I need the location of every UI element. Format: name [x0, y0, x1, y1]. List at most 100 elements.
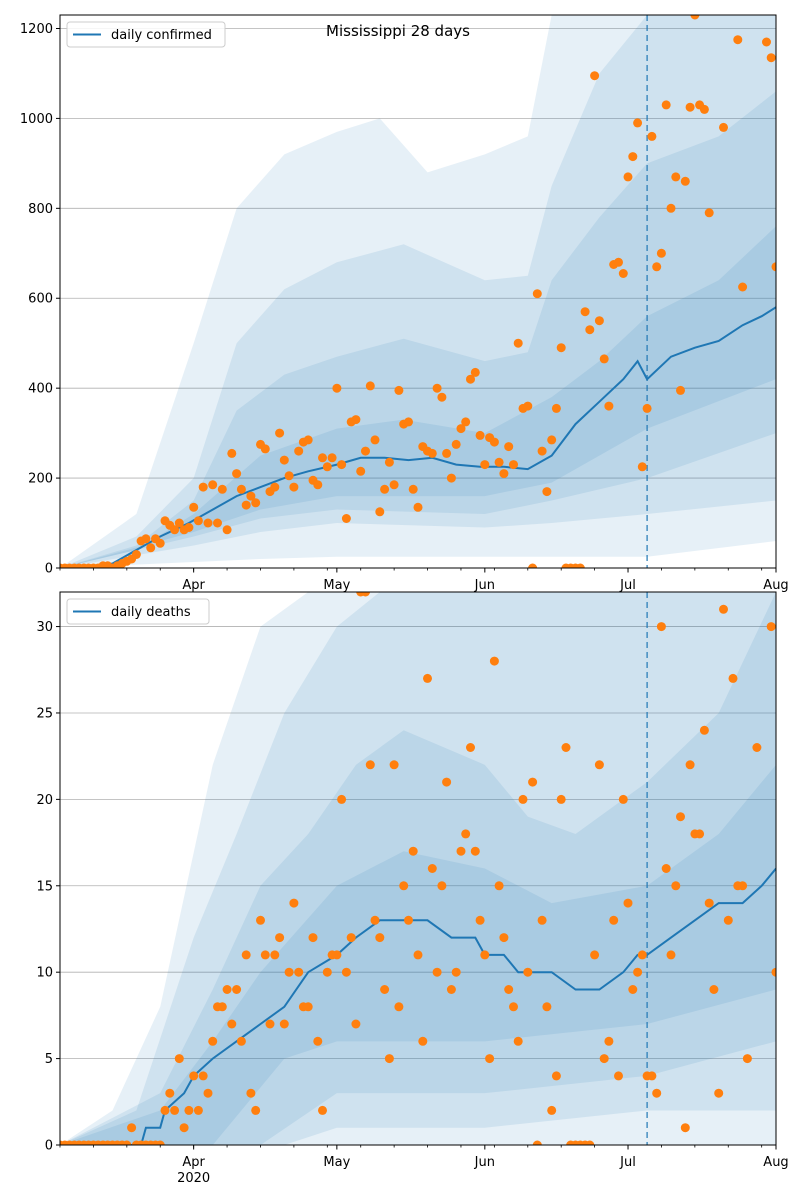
data-point: [294, 446, 304, 456]
data-point: [327, 453, 337, 463]
data-point: [556, 343, 566, 353]
data-point: [193, 1105, 203, 1115]
data-point: [628, 985, 638, 994]
data-point: [265, 1019, 275, 1029]
data-point: [170, 525, 180, 535]
x-tick-label: Apr: [182, 1155, 205, 1170]
data-point: [585, 325, 595, 335]
data-point: [394, 385, 404, 395]
data-point: [637, 462, 647, 472]
data-point: [184, 523, 194, 532]
data-point: [680, 176, 690, 186]
y-tick-label: 30: [36, 620, 53, 635]
data-point: [318, 1105, 327, 1115]
data-point: [208, 480, 218, 490]
y-tick-label: 20: [36, 793, 53, 808]
data-point: [303, 1002, 313, 1012]
data-point: [685, 760, 695, 770]
data-point: [236, 1036, 246, 1046]
y-tick-label: 400: [28, 382, 53, 397]
y-tick-label: 0: [45, 1139, 53, 1154]
data-point: [542, 487, 552, 497]
uncertainty-band-1: [60, 592, 776, 1145]
data-point: [537, 915, 547, 925]
data-point: [217, 484, 227, 494]
data-point: [131, 550, 141, 559]
data-point: [623, 898, 633, 908]
data-point: [232, 469, 242, 479]
data-point: [375, 933, 385, 943]
data-point: [771, 262, 776, 272]
data-point: [456, 846, 466, 856]
confirmed-panel: 0 200 400 600 800 1000 1200 Apr May Jun Jul Aug dail…: [20, 14, 789, 593]
data-point: [241, 950, 251, 960]
data-point: [375, 507, 385, 517]
data-point: [380, 484, 390, 494]
x-tick-label: Jul: [619, 578, 636, 593]
x-tick-label: Jun: [474, 1155, 495, 1170]
data-point: [404, 417, 413, 427]
data-point: [332, 383, 342, 393]
data-point: [275, 933, 285, 943]
data-point: [575, 563, 585, 568]
data-point: [318, 453, 327, 463]
uncertainty-bands: [60, 15, 776, 568]
data-point: [709, 985, 719, 994]
data-point: [676, 812, 685, 822]
data-point: [413, 950, 423, 960]
legend: daily deaths: [66, 598, 210, 625]
data-point: [742, 1054, 752, 1064]
data-point: [604, 1036, 614, 1046]
x-year-label: 2020: [177, 1171, 210, 1186]
data-point: [542, 1002, 552, 1012]
axes-frame: [59, 14, 777, 569]
data-point: [384, 457, 394, 467]
data-point: [661, 864, 671, 873]
data-point: [666, 203, 676, 213]
data-point: [556, 794, 566, 804]
data-point: [127, 1123, 137, 1133]
y-tick-label: 1200: [20, 22, 53, 37]
legend-label: daily deaths: [111, 605, 191, 620]
data-point: [222, 985, 232, 994]
data-point: [532, 289, 542, 299]
data-point: [227, 1019, 237, 1029]
data-point: [275, 428, 285, 438]
data-point: [614, 257, 623, 267]
data-point: [322, 967, 332, 977]
y-tick-label: 0: [45, 562, 53, 577]
data-point: [637, 950, 647, 960]
data-point: [170, 1105, 180, 1115]
data-point: [551, 403, 561, 413]
data-point: [494, 457, 504, 467]
data-point: [203, 518, 213, 528]
data-point: [217, 1002, 227, 1012]
data-point: [618, 269, 628, 278]
data-point: [284, 967, 294, 977]
data-point: [399, 881, 409, 891]
data-point: [771, 967, 776, 977]
data-point: [284, 471, 294, 481]
data-point: [198, 482, 208, 492]
y-tick-label: 5: [45, 1052, 53, 1067]
data-point: [609, 915, 619, 925]
data-point: [155, 1140, 165, 1145]
data-point: [408, 846, 418, 856]
data-point: [279, 1019, 289, 1029]
data-point: [599, 354, 609, 364]
data-point: [461, 417, 471, 427]
data-point: [361, 446, 370, 456]
data-point: [690, 15, 700, 20]
data-point: [418, 1036, 428, 1046]
data-point: [480, 460, 490, 470]
data-point: [470, 846, 480, 856]
data-point: [251, 498, 261, 508]
data-point: [222, 525, 232, 535]
data-point: [728, 673, 738, 683]
data-point: [289, 898, 299, 908]
data-point: [404, 915, 413, 925]
data-point: [580, 307, 590, 317]
x-tick-label: Aug: [763, 1155, 788, 1170]
data-point: [361, 592, 370, 597]
data-point: [160, 1105, 170, 1115]
